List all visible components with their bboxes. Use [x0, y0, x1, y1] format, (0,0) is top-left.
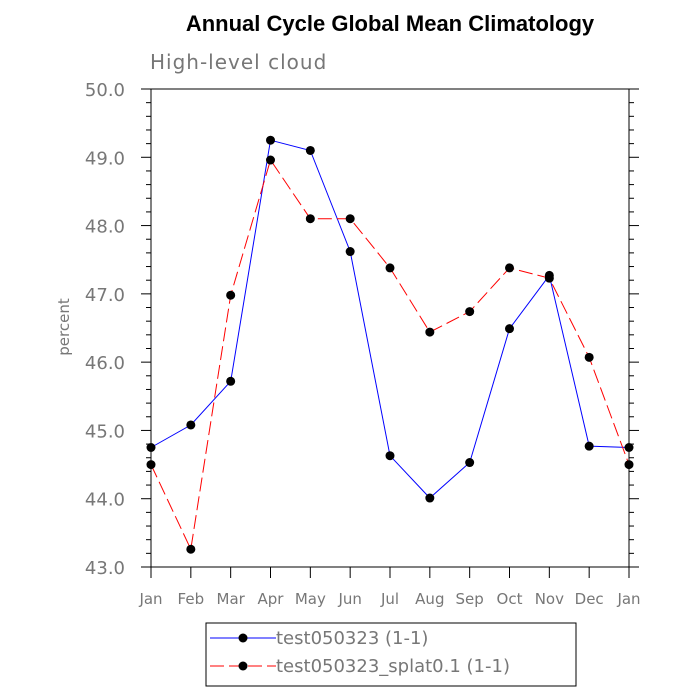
series-2-point	[385, 263, 395, 273]
series-2-point	[624, 460, 634, 470]
series-1-point	[584, 441, 594, 451]
x-tick-label: Jun	[337, 590, 361, 608]
series-line-2	[150, 158, 630, 551]
x-tick-label: Nov	[535, 590, 564, 608]
y-tick-label: 43.0	[85, 558, 125, 579]
x-tick-label: Aug	[415, 590, 444, 608]
y-tick-label: 46.0	[85, 353, 125, 374]
x-tick-label: Jan	[616, 590, 640, 608]
series-1-point	[266, 135, 275, 145]
series-1-point	[425, 493, 435, 503]
legend-box	[205, 622, 577, 687]
series-2-point	[146, 460, 156, 470]
x-tick-label: Dec	[575, 590, 604, 608]
y-tick-label: 48.0	[85, 217, 125, 238]
series-2-point	[186, 544, 196, 554]
y-tick-label: 49.0	[85, 148, 125, 169]
series-1-point	[226, 376, 236, 386]
y-tick-label: 44.0	[85, 490, 125, 511]
legend-marker-2	[238, 661, 248, 671]
series-line-1	[150, 139, 630, 499]
series-1-point	[624, 443, 634, 452]
legend-marker-1	[238, 633, 248, 643]
x-tick-label: Feb	[178, 590, 205, 608]
y-axis-label: percent	[55, 298, 73, 356]
series-1-point	[146, 443, 156, 452]
chart-subtitle: High-level cloud	[150, 50, 327, 74]
y-tick-label: 50.0	[85, 80, 125, 101]
legend: test050323 (1-1) test050323_splat0.1 (1-1…	[205, 622, 577, 687]
series-2-point	[266, 155, 275, 165]
chart-title: Annual Cycle Global Mean Climatology	[186, 11, 595, 36]
plot-frame	[150, 88, 630, 568]
y-tick-label: 45.0	[85, 421, 125, 442]
y-tick-label: 47.0	[85, 285, 125, 306]
series-2-point	[226, 290, 236, 300]
series-2-point	[425, 327, 435, 337]
series-1-point	[345, 247, 355, 257]
series-2-point	[305, 214, 315, 224]
plot-area: 43.0 44.0 45.0 46.0 47.0 48.0 49.0 50.0 Jan Feb Ma…	[85, 80, 641, 608]
series-1-point	[505, 324, 514, 334]
legend-label-1: test050323 (1-1)	[276, 628, 428, 649]
series-2-point	[465, 307, 475, 317]
x-tick-label: May	[295, 590, 326, 608]
series-1-point	[465, 458, 475, 468]
series-2-point	[505, 263, 514, 273]
series-2-point	[544, 273, 554, 283]
x-tick-label: Jul	[380, 590, 399, 608]
legend-label-2: test050323_splat0.1 (1-1)	[276, 656, 510, 677]
series-1-point	[186, 420, 196, 430]
series-1-point	[305, 145, 315, 155]
x-tick-label: Sep	[456, 590, 484, 608]
x-tick-label: Apr	[258, 590, 285, 608]
series-2-point	[584, 352, 594, 362]
x-tick-label: Jan	[138, 590, 162, 608]
x-tick-label: Mar	[217, 590, 246, 608]
x-tick-label: Oct	[497, 590, 523, 608]
series-1-point	[385, 451, 395, 461]
series-2-point	[345, 214, 355, 224]
